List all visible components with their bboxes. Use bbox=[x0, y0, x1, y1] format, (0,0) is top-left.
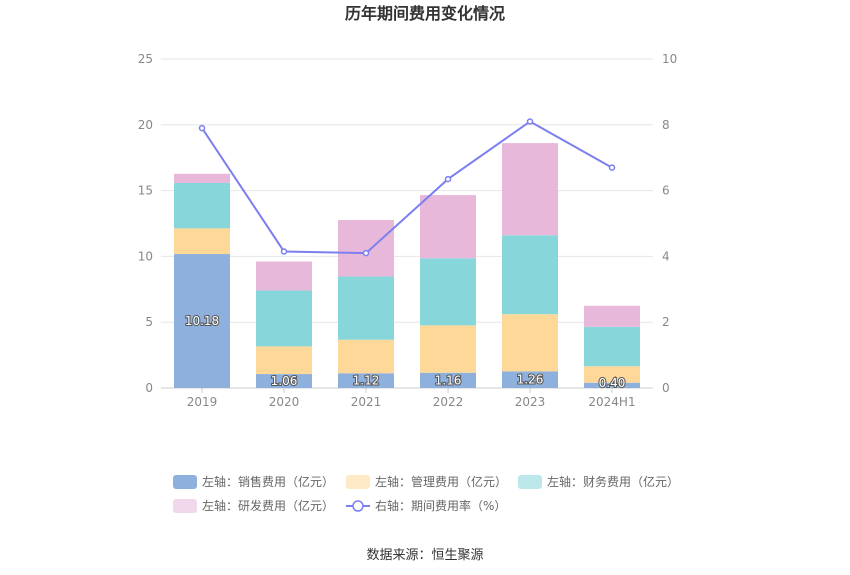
legend-label[interactable]: 左轴：财务费用（亿元） bbox=[547, 474, 679, 489]
bar-segment bbox=[584, 326, 640, 367]
legend-label[interactable]: 左轴：销售费用（亿元） bbox=[202, 474, 334, 489]
bar-segment bbox=[420, 325, 476, 373]
rate-point bbox=[444, 175, 452, 183]
rate-line-path bbox=[201, 120, 613, 255]
left-tick-label: 5 bbox=[145, 315, 153, 329]
right-tick-label: 2 bbox=[662, 315, 670, 329]
bar-segment bbox=[502, 314, 558, 372]
legend-swatch[interactable] bbox=[346, 475, 370, 489]
data-labels: 10.18 1.06 1.12 1.16 1.26 0.40 bbox=[184, 313, 627, 391]
source-note: 数据来源：恒生聚源 bbox=[366, 548, 483, 563]
right-tick-label: 8 bbox=[662, 118, 670, 132]
rate-point bbox=[280, 248, 288, 255]
bar-segment bbox=[502, 143, 558, 236]
x-tick-label: 2024H1 bbox=[588, 395, 635, 409]
bar-segment bbox=[502, 235, 558, 315]
bar-segment bbox=[584, 382, 640, 388]
x-tick-label: 2022 bbox=[433, 395, 464, 409]
right-tick-label: 4 bbox=[662, 249, 670, 263]
left-tick-label: 10 bbox=[138, 249, 153, 263]
bar-segment bbox=[256, 346, 312, 375]
bar-value-label: 1.12 bbox=[353, 374, 380, 388]
right-tick-label: 10 bbox=[662, 52, 677, 66]
rate-point bbox=[198, 124, 206, 132]
legend-swatch[interactable] bbox=[173, 475, 197, 489]
x-tick-label: 2023 bbox=[515, 395, 546, 409]
bar-segment bbox=[256, 261, 312, 291]
bar-segment bbox=[338, 339, 394, 374]
bar-segment bbox=[420, 258, 476, 326]
right-axis-ticks: 0 2 4 6 8 10 bbox=[662, 52, 677, 395]
legend-label[interactable]: 右轴：期间费用率（%） bbox=[375, 498, 506, 513]
legend-swatch-marker bbox=[352, 500, 364, 512]
bar-segment bbox=[256, 290, 312, 347]
bar-segment bbox=[256, 374, 312, 388]
bar-segment bbox=[420, 195, 476, 259]
rate-line bbox=[198, 118, 616, 257]
x-tick-label: 2019 bbox=[187, 395, 218, 409]
left-tick-label: 0 bbox=[145, 381, 153, 395]
bar-segment bbox=[502, 371, 558, 388]
legend-swatch[interactable] bbox=[518, 475, 542, 489]
bar-value-label: 1.06 bbox=[271, 374, 298, 388]
bar-value-label: 0.40 bbox=[599, 376, 626, 390]
left-tick-label: 15 bbox=[138, 184, 153, 198]
legend-label[interactable]: 左轴：研发费用（亿元） bbox=[202, 498, 334, 513]
x-tick-label: 2021 bbox=[351, 395, 382, 409]
bar-value-label: 10.18 bbox=[185, 314, 219, 328]
bar-segment bbox=[174, 173, 230, 183]
bar-value-label: 1.26 bbox=[517, 373, 544, 387]
bar-segment bbox=[174, 182, 230, 229]
bar-segment bbox=[174, 254, 230, 388]
bar-segment bbox=[420, 372, 476, 388]
bar-segment bbox=[174, 228, 230, 255]
bar-segment bbox=[338, 219, 394, 277]
legend: 左轴：销售费用（亿元） 左轴：管理费用（亿元） 左轴：财务费用（亿元） 左轴：研发费用… bbox=[173, 474, 679, 513]
bar-segment bbox=[584, 305, 640, 327]
left-tick-label: 20 bbox=[138, 118, 153, 132]
bar-value-label: 1.16 bbox=[435, 373, 462, 387]
x-tick-label: 2020 bbox=[269, 395, 300, 409]
left-tick-label: 25 bbox=[138, 52, 153, 66]
bar-segment bbox=[338, 276, 394, 340]
left-axis-ticks: 0 5 10 15 20 25 bbox=[138, 52, 153, 395]
legend-label[interactable]: 左轴：管理费用（亿元） bbox=[375, 474, 507, 489]
rate-point bbox=[526, 118, 534, 125]
rate-point bbox=[608, 164, 616, 171]
legend-swatch[interactable] bbox=[173, 499, 197, 513]
right-tick-label: 6 bbox=[662, 184, 670, 198]
bar-segment bbox=[584, 366, 640, 383]
bars bbox=[174, 143, 640, 388]
bar-segment bbox=[338, 373, 394, 388]
grid-lines bbox=[161, 58, 653, 389]
chart-title: 历年期间费用变化情况 bbox=[345, 4, 505, 23]
right-tick-label: 0 bbox=[662, 381, 670, 395]
x-axis-ticks: 2019 2020 2021 2022 2023 2024H1 bbox=[187, 388, 636, 409]
rate-point bbox=[362, 249, 370, 257]
